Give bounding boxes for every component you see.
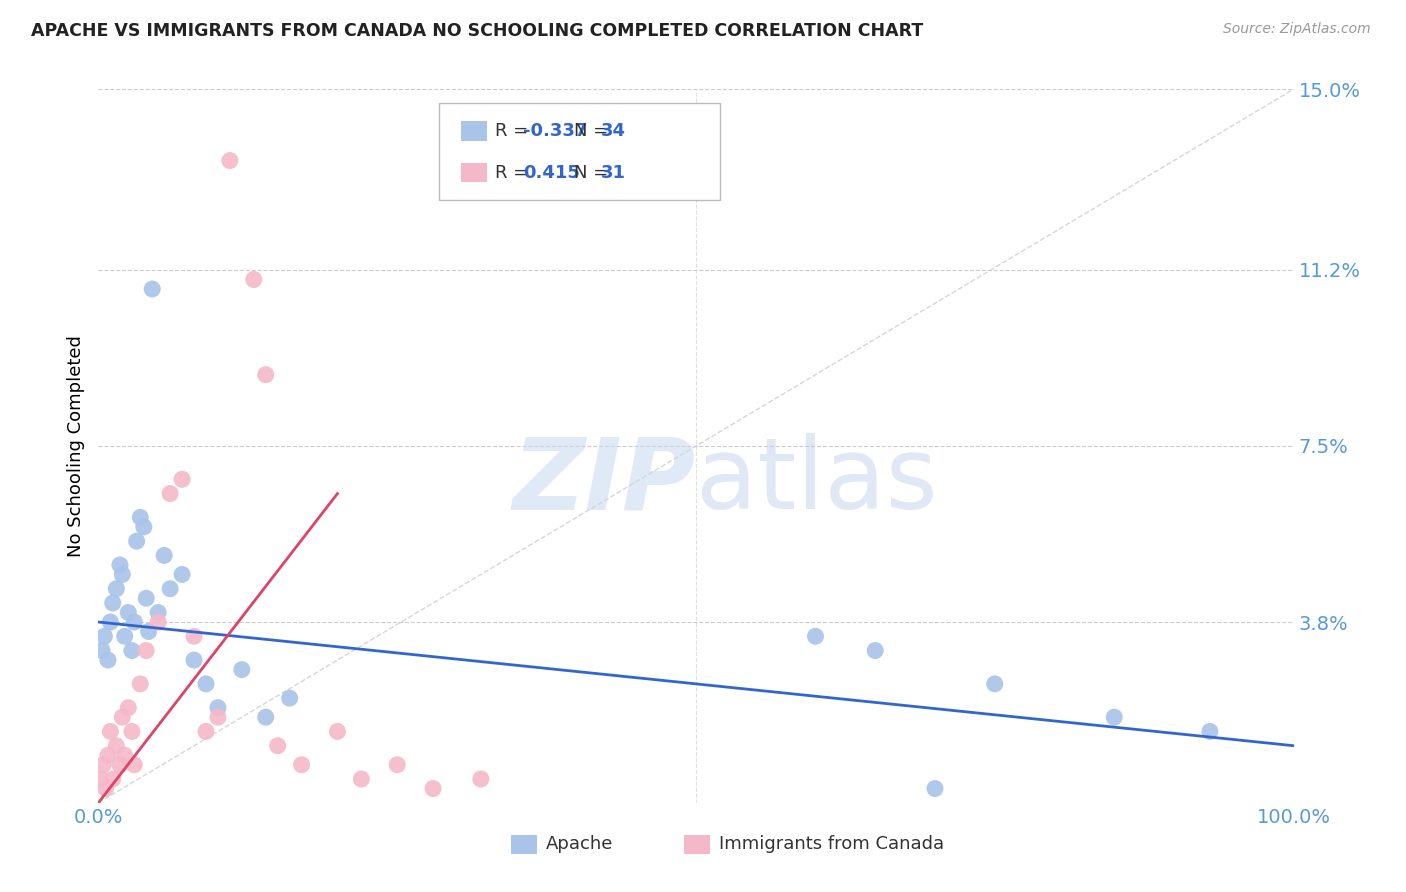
Point bbox=[207, 700, 229, 714]
FancyBboxPatch shape bbox=[439, 103, 720, 200]
Point bbox=[291, 757, 314, 772]
Text: -0.337: -0.337 bbox=[523, 122, 588, 140]
Point bbox=[114, 748, 136, 763]
Point bbox=[326, 724, 349, 739]
Point bbox=[111, 567, 134, 582]
Point bbox=[105, 739, 128, 753]
Point bbox=[183, 653, 205, 667]
Point bbox=[278, 691, 301, 706]
Text: N =: N = bbox=[574, 122, 614, 140]
Point bbox=[98, 724, 122, 739]
Text: atlas: atlas bbox=[696, 434, 938, 530]
Point bbox=[254, 710, 277, 724]
Point bbox=[121, 643, 143, 657]
Text: APACHE VS IMMIGRANTS FROM CANADA NO SCHOOLING COMPLETED CORRELATION CHART: APACHE VS IMMIGRANTS FROM CANADA NO SCHO… bbox=[31, 22, 924, 40]
Point bbox=[129, 677, 152, 691]
Text: 34: 34 bbox=[600, 122, 626, 140]
Point bbox=[91, 643, 114, 657]
Point bbox=[98, 615, 122, 629]
Bar bbox=[461, 121, 486, 141]
Point bbox=[101, 772, 124, 786]
Point bbox=[108, 757, 131, 772]
Point bbox=[97, 653, 120, 667]
Point bbox=[132, 520, 155, 534]
Point bbox=[129, 510, 152, 524]
Y-axis label: No Schooling Completed: No Schooling Completed bbox=[67, 335, 86, 557]
Point bbox=[148, 606, 170, 620]
Point bbox=[1199, 724, 1222, 739]
Point bbox=[254, 368, 277, 382]
Point bbox=[141, 282, 163, 296]
Point bbox=[385, 757, 409, 772]
Point bbox=[121, 724, 143, 739]
Point bbox=[125, 534, 148, 549]
Point bbox=[117, 700, 139, 714]
Point bbox=[153, 549, 176, 563]
Point bbox=[148, 615, 170, 629]
Point bbox=[804, 629, 827, 643]
Point bbox=[138, 624, 160, 639]
Point bbox=[114, 629, 136, 643]
Point bbox=[267, 739, 290, 753]
Point bbox=[90, 772, 112, 786]
Point bbox=[422, 781, 444, 796]
Bar bbox=[685, 835, 710, 855]
Point bbox=[470, 772, 492, 786]
Point bbox=[172, 567, 194, 582]
Point bbox=[97, 748, 120, 763]
Point bbox=[124, 757, 146, 772]
Point bbox=[135, 591, 157, 606]
Point bbox=[111, 710, 134, 724]
Point bbox=[94, 781, 117, 796]
Point bbox=[105, 582, 128, 596]
Text: 31: 31 bbox=[600, 164, 626, 182]
Point bbox=[183, 629, 205, 643]
Text: Immigrants from Canada: Immigrants from Canada bbox=[718, 835, 943, 853]
Point bbox=[195, 724, 218, 739]
Point bbox=[207, 710, 229, 724]
Text: R =: R = bbox=[495, 164, 534, 182]
Point bbox=[101, 596, 124, 610]
Text: Source: ZipAtlas.com: Source: ZipAtlas.com bbox=[1223, 22, 1371, 37]
Point bbox=[159, 582, 181, 596]
Point bbox=[350, 772, 373, 786]
Bar bbox=[461, 162, 486, 182]
Point bbox=[159, 486, 181, 500]
Text: 0.415: 0.415 bbox=[523, 164, 579, 182]
Text: ZIP: ZIP bbox=[513, 434, 696, 530]
Bar bbox=[510, 835, 537, 855]
Point bbox=[865, 643, 887, 657]
Point bbox=[108, 558, 131, 572]
Text: R =: R = bbox=[495, 122, 534, 140]
Point bbox=[93, 629, 115, 643]
Point bbox=[195, 677, 218, 691]
Point bbox=[219, 153, 242, 168]
Point bbox=[924, 781, 946, 796]
Point bbox=[91, 757, 114, 772]
Point bbox=[1104, 710, 1126, 724]
Text: Apache: Apache bbox=[546, 835, 613, 853]
Text: N =: N = bbox=[574, 164, 614, 182]
Point bbox=[231, 663, 253, 677]
Point bbox=[117, 606, 139, 620]
Point bbox=[243, 272, 266, 286]
Point bbox=[135, 643, 157, 657]
Point bbox=[172, 472, 194, 486]
Point bbox=[124, 615, 146, 629]
Point bbox=[984, 677, 1007, 691]
